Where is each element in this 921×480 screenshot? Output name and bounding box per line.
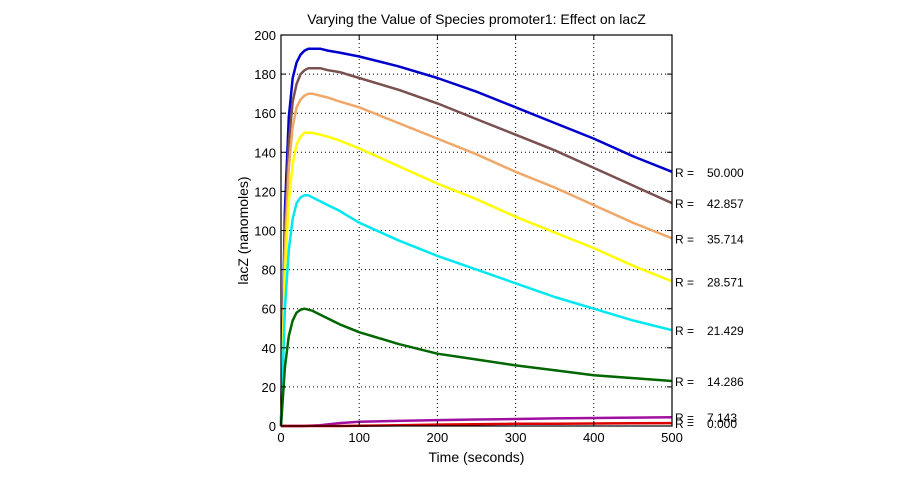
x-tick-label: 400 <box>583 430 605 445</box>
series-label-value: 0.000 <box>707 417 737 431</box>
series-label-value: 28.571 <box>707 275 744 289</box>
y-axis-label: lacZ (nanomoles) <box>235 176 251 284</box>
series-label-value: 7.143 <box>707 411 737 425</box>
series-labels: R = 50.000 R = 42.857 R = 35.714 R = 28.571 R = 2… <box>675 166 744 431</box>
y-tick-label: 160 <box>254 106 276 121</box>
series-label-prefix: R = <box>675 275 694 289</box>
chart-title: Varying the Value of Species promoter1: … <box>307 11 646 27</box>
series-label-prefix: R = <box>675 417 694 431</box>
y-tick-label: 180 <box>254 67 276 82</box>
series-label-value: 50.000 <box>707 166 744 180</box>
y-tick-label: 60 <box>262 302 276 317</box>
series-line-21_429 <box>279 194 673 427</box>
y-tick-label: 0 <box>269 419 276 434</box>
y-tick-label: 120 <box>254 184 276 199</box>
x-tick-label: 0 <box>277 430 284 445</box>
series-label-value: 14.286 <box>707 375 744 389</box>
x-tick-label: 200 <box>427 430 449 445</box>
y-tick-label: 40 <box>262 341 276 356</box>
series-line-14_286 <box>279 307 673 427</box>
y-tick-label: 20 <box>262 380 276 395</box>
series-label-value: 42.857 <box>707 197 744 211</box>
ticks: 0 100 200 300 400 500 0 20 40 60 80 100 120 140 160 180… <box>254 28 683 445</box>
series-line-28_571 <box>279 131 673 427</box>
x-tick-label: 500 <box>661 430 683 445</box>
series-line-35_714 <box>279 92 673 427</box>
series-line-50_000 <box>279 47 673 427</box>
series-label-prefix: R = <box>675 324 694 338</box>
series-label-value: 35.714 <box>707 232 744 246</box>
series-label-prefix: R = <box>675 232 694 246</box>
x-axis-label: Time (seconds) <box>429 449 525 465</box>
plot-area <box>281 35 672 426</box>
y-tick-label: 100 <box>254 224 276 239</box>
x-tick-label: 300 <box>505 430 527 445</box>
series-label-value: 21.429 <box>707 324 744 338</box>
series-label-prefix: R = <box>675 166 694 180</box>
y-tick-label: 200 <box>254 28 276 43</box>
series-label-prefix: R = <box>675 411 694 425</box>
y-tick-label: 80 <box>262 263 276 278</box>
series-label-prefix: R = <box>675 197 694 211</box>
series-line-42_857 <box>279 66 673 427</box>
x-tick-label: 100 <box>348 430 370 445</box>
y-tick-label: 140 <box>254 145 276 160</box>
series-label-prefix: R = <box>675 375 694 389</box>
